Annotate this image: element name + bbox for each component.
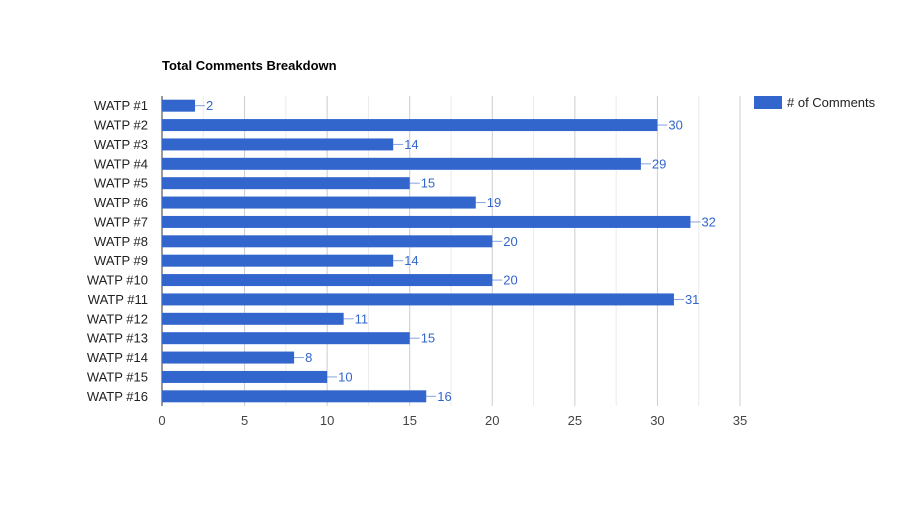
data-label: 16	[437, 389, 451, 404]
data-label: 11	[355, 311, 369, 326]
data-label: 20	[503, 273, 517, 288]
bar	[162, 196, 476, 209]
gridlines	[161, 96, 741, 406]
x-tick-label: 20	[485, 413, 499, 428]
data-label: 31	[685, 292, 699, 307]
data-labels: 2 30 14 29 15 19 32 20 14 20 31 11 15 8 10 16	[195, 98, 716, 404]
bar	[162, 254, 394, 267]
x-tick-label: 5	[241, 413, 248, 428]
legend-label: # of Comments	[787, 95, 876, 110]
bar	[162, 332, 410, 345]
category-label: WATP #15	[87, 369, 148, 384]
bar	[162, 390, 427, 403]
category-label: WATP #6	[94, 195, 148, 210]
data-label: 15	[421, 176, 435, 191]
category-label: WATP #13	[87, 331, 148, 346]
data-label: 14	[404, 137, 418, 152]
category-label: WATP #10	[87, 273, 148, 288]
bar	[162, 293, 674, 306]
bar	[162, 235, 493, 248]
x-tick-label: 15	[402, 413, 416, 428]
data-label: 29	[652, 156, 666, 171]
x-axis-ticks: 0 5 10 15 20 25 30 35	[158, 413, 747, 428]
data-label: 14	[404, 253, 418, 268]
category-label: WATP #3	[94, 137, 148, 152]
bars	[162, 99, 691, 403]
data-label: 10	[338, 369, 352, 384]
x-tick-label: 30	[650, 413, 664, 428]
x-tick-label: 35	[733, 413, 747, 428]
x-tick-label: 10	[320, 413, 334, 428]
bar	[162, 312, 344, 325]
bar	[162, 99, 196, 112]
bar	[162, 157, 641, 170]
data-label: 19	[487, 195, 501, 210]
data-label: 15	[421, 331, 435, 346]
category-label: WATP #4	[94, 156, 148, 171]
category-labels: WATP #1 WATP #2 WATP #3 WATP #4 WATP #5 WATP …	[87, 98, 148, 404]
category-label: WATP #2	[94, 118, 148, 133]
data-label: 2	[206, 98, 213, 113]
category-label: WATP #12	[87, 311, 148, 326]
data-label: 8	[305, 350, 312, 365]
category-label: WATP #9	[94, 253, 148, 268]
data-label: 32	[701, 214, 715, 229]
bar	[162, 351, 295, 364]
category-label: WATP #16	[87, 389, 148, 404]
category-label: WATP #5	[94, 176, 148, 191]
category-label: WATP #7	[94, 214, 148, 229]
category-label: WATP #8	[94, 234, 148, 249]
legend: # of Comments	[754, 95, 876, 110]
bar	[162, 215, 691, 228]
bar	[162, 177, 410, 190]
data-label: 20	[503, 234, 517, 249]
x-tick-label: 0	[158, 413, 165, 428]
x-tick-label: 25	[568, 413, 582, 428]
category-label: WATP #1	[94, 98, 148, 113]
legend-swatch	[754, 96, 782, 109]
chart-title: Total Comments Breakdown	[162, 58, 337, 73]
bar	[162, 274, 493, 287]
category-label: WATP #14	[87, 350, 148, 365]
bar	[162, 370, 328, 383]
bar	[162, 119, 658, 132]
category-label: WATP #11	[88, 292, 148, 307]
bar	[162, 138, 394, 151]
data-label: 30	[668, 118, 682, 133]
